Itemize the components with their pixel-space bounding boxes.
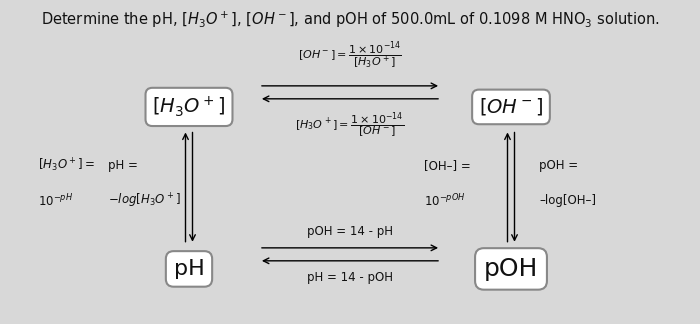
Text: pOH: pOH: [484, 257, 538, 281]
Text: $10^{-pOH}$: $10^{-pOH}$: [424, 192, 465, 209]
Text: $[H_3O^+] =$: $[H_3O^+] =$: [38, 156, 95, 174]
Text: Determine the pH, $[H_3O^+]$, $[OH^-]$, and pOH of 500.0mL of 0.1098 M HNO$_3$ s: Determine the pH, $[H_3O^+]$, $[OH^-]$, …: [41, 10, 659, 30]
Text: pOH = 14 - pH: pOH = 14 - pH: [307, 225, 393, 238]
Text: $-log[H_3O^+]$: $-log[H_3O^+]$: [108, 192, 181, 210]
Text: pH = 14 - pOH: pH = 14 - pOH: [307, 271, 393, 284]
Text: $[OH^-]$: $[OH^-]$: [479, 97, 543, 117]
Text: $10^{-pH}$: $10^{-pH}$: [38, 192, 74, 209]
Text: –log[OH–]: –log[OH–]: [539, 194, 596, 207]
Text: [OH–] =: [OH–] =: [424, 159, 470, 172]
Text: pOH =: pOH =: [539, 159, 578, 172]
Text: $[H_3O^+]$: $[H_3O^+]$: [153, 95, 225, 119]
Text: $[H_3O^+]=\dfrac{1\times10^{-14}}{[OH^-]}$: $[H_3O^+]=\dfrac{1\times10^{-14}}{[OH^-]…: [295, 110, 405, 140]
Text: $[OH^-]=\dfrac{1\times10^{-14}}{[H_3O^+]}$: $[OH^-]=\dfrac{1\times10^{-14}}{[H_3O^+]…: [298, 40, 402, 71]
Text: pH =: pH =: [108, 159, 139, 172]
Text: pH: pH: [174, 259, 204, 279]
